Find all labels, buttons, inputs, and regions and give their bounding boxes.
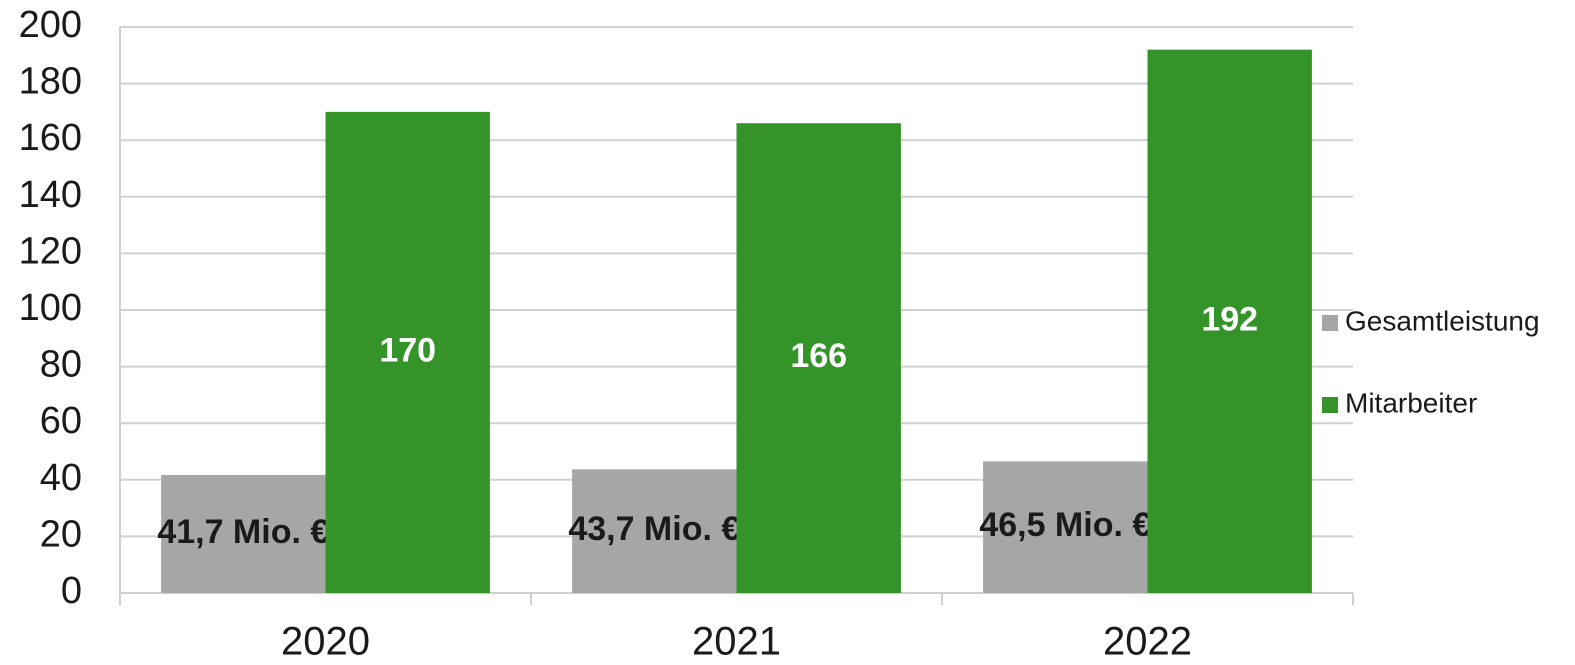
value-label: 41,7 Mio. €	[157, 513, 329, 551]
x-tick-label: 2022	[1103, 620, 1192, 664]
value-label: 170	[379, 331, 436, 369]
y-tick-label: 20	[40, 513, 82, 555]
bar	[983, 461, 1148, 593]
value-label: 166	[790, 337, 847, 375]
y-tick-label: 0	[61, 570, 82, 612]
y-tick-label: 140	[19, 174, 82, 216]
legend-swatch	[1322, 397, 1338, 413]
x-tick-label: 2020	[281, 620, 370, 664]
y-tick-label: 160	[19, 117, 82, 159]
value-label: 192	[1201, 300, 1258, 338]
x-tick-label: 2021	[692, 620, 781, 664]
y-tick-label: 80	[40, 344, 82, 386]
y-tick-label: 40	[40, 457, 82, 499]
value-label: 43,7 Mio. €	[568, 510, 740, 548]
y-tick-label: 100	[19, 287, 82, 329]
bar	[161, 474, 326, 593]
y-tick-label: 120	[19, 230, 82, 272]
bar	[325, 111, 490, 594]
bar	[572, 469, 737, 593]
legend-swatch	[1322, 315, 1338, 331]
value-label: 46,5 Mio. €	[979, 506, 1151, 544]
bar	[1147, 49, 1312, 593]
legend-label: Mitarbeiter	[1345, 387, 1477, 418]
y-tick-label: 200	[19, 4, 82, 46]
bar	[736, 123, 901, 593]
legend-label: Gesamtleistung	[1345, 305, 1540, 336]
y-tick-label: 180	[19, 61, 82, 103]
y-tick-label: 60	[40, 400, 82, 442]
